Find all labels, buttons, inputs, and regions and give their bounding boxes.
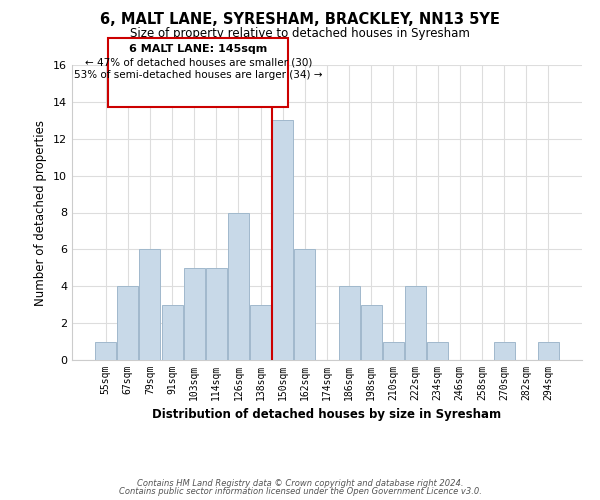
Y-axis label: Number of detached properties: Number of detached properties xyxy=(34,120,47,306)
Bar xyxy=(338,286,359,360)
Bar xyxy=(405,286,426,360)
Bar xyxy=(139,250,160,360)
Bar xyxy=(494,342,515,360)
Bar xyxy=(206,268,227,360)
Bar xyxy=(161,304,182,360)
Text: 6, MALT LANE, SYRESHAM, BRACKLEY, NN13 5YE: 6, MALT LANE, SYRESHAM, BRACKLEY, NN13 5… xyxy=(100,12,500,28)
Text: 53% of semi-detached houses are larger (34) →: 53% of semi-detached houses are larger (… xyxy=(74,70,323,80)
Bar xyxy=(272,120,293,360)
Text: 6 MALT LANE: 145sqm: 6 MALT LANE: 145sqm xyxy=(129,44,268,54)
Bar xyxy=(250,304,271,360)
X-axis label: Distribution of detached houses by size in Syresham: Distribution of detached houses by size … xyxy=(152,408,502,422)
Text: ← 47% of detached houses are smaller (30): ← 47% of detached houses are smaller (30… xyxy=(85,58,312,68)
Bar xyxy=(361,304,382,360)
Bar xyxy=(427,342,448,360)
Bar xyxy=(228,212,249,360)
Bar xyxy=(95,342,116,360)
Text: Size of property relative to detached houses in Syresham: Size of property relative to detached ho… xyxy=(130,28,470,40)
Bar xyxy=(538,342,559,360)
Bar xyxy=(383,342,404,360)
Bar xyxy=(184,268,205,360)
Bar xyxy=(295,250,316,360)
Text: Contains public sector information licensed under the Open Government Licence v3: Contains public sector information licen… xyxy=(119,487,481,496)
Text: Contains HM Land Registry data © Crown copyright and database right 2024.: Contains HM Land Registry data © Crown c… xyxy=(137,478,463,488)
Bar xyxy=(118,286,139,360)
